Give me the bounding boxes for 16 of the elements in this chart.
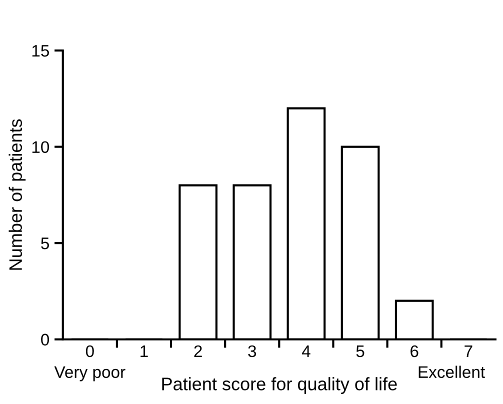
- x-tick-label: 4: [302, 346, 310, 357]
- x-tick-label: 6: [410, 345, 418, 358]
- x-tick-label: 2: [194, 345, 202, 357]
- y-axis-title: Number of patients: [8, 119, 26, 270]
- x-tick-label: 3: [248, 345, 256, 358]
- y-tick-label: 15: [32, 45, 49, 57]
- x-tick-label: 7: [464, 346, 472, 357]
- text: Excellent: [418, 366, 485, 378]
- y-tick-label: 5: [41, 238, 49, 250]
- y-tick-label: 0: [41, 334, 50, 346]
- x-tick-label: 5: [356, 346, 364, 358]
- text: Very poor: [54, 366, 126, 382]
- x-axis-title: Patient score for quality of life: [162, 377, 397, 394]
- x-tick-label: 1: [140, 346, 148, 357]
- x-tick-label: 0: [86, 345, 94, 358]
- y-tick-label: 10: [32, 141, 50, 153]
